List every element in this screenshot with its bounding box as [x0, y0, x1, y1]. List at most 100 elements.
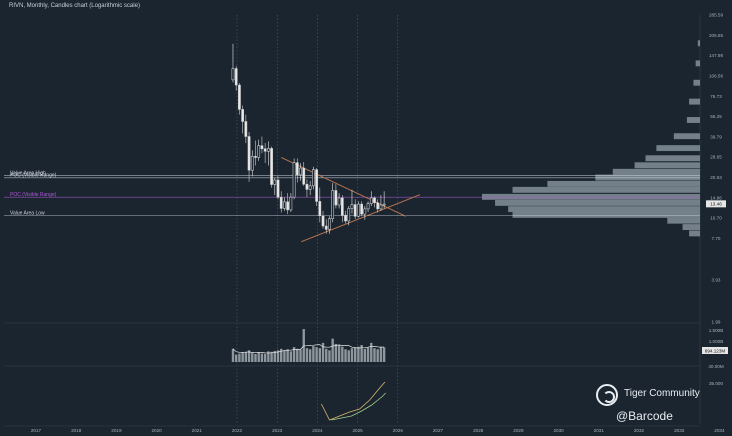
volume-profile-bar	[695, 60, 700, 67]
candle-body	[250, 156, 254, 171]
volume-bar	[267, 351, 270, 362]
x-tick-label: 2023	[272, 428, 283, 433]
candle-body	[231, 68, 235, 81]
candle-body	[283, 201, 286, 209]
candle-body	[263, 148, 267, 152]
candle-body	[302, 167, 306, 185]
candle-body	[257, 145, 261, 158]
level-label: POC (Visible Range)	[10, 173, 57, 179]
volume-profile-bar	[682, 224, 700, 231]
candle-body	[244, 121, 248, 137]
last-price-box	[706, 200, 726, 208]
volume-profile-bar	[645, 155, 700, 162]
volume-bar	[254, 353, 257, 362]
volume-bar	[238, 353, 241, 362]
price-tick-label: 20.63	[710, 175, 722, 180]
x-tick-label: 2032	[634, 428, 645, 433]
watermark-name: Tiger Community	[624, 388, 700, 399]
candle-body	[344, 214, 347, 222]
candle-body	[295, 162, 299, 176]
volume-bar	[331, 338, 334, 362]
price-tick-label: 7.70	[712, 236, 721, 241]
volume-bar	[251, 353, 254, 362]
volume-bar	[353, 347, 357, 362]
chart-title: RIVN, Monthly, Candles chart (Logarithmi…	[9, 3, 140, 9]
volume-bar	[241, 352, 244, 362]
candle-body	[363, 208, 367, 215]
volume-bar	[366, 347, 370, 362]
candle-body	[254, 156, 257, 158]
volume-bar	[334, 343, 338, 362]
volume-bar	[257, 352, 260, 362]
candle-body	[328, 218, 331, 230]
candle-body	[347, 208, 351, 222]
candle-body	[337, 197, 341, 206]
volume-profile-bar	[512, 186, 700, 193]
volume-bar	[370, 342, 373, 362]
x-tick-label: 2026	[393, 428, 404, 433]
price-tick-label: 106.56	[709, 74, 723, 79]
volume-bar	[360, 345, 363, 362]
candle-body	[318, 201, 322, 217]
x-tick-label: 2029	[513, 428, 524, 433]
volume-bar	[382, 347, 386, 362]
candle-body	[360, 203, 363, 215]
x-tick-label: 2022	[232, 428, 243, 433]
candle-body	[321, 215, 325, 227]
volume-profile-bar	[667, 217, 700, 224]
candle-body	[353, 204, 357, 217]
volume-profile-bar	[686, 117, 700, 123]
x-tick-label: 2027	[433, 428, 444, 433]
x-tick-label: 2034	[714, 428, 725, 433]
x-tick-label: 2021	[192, 428, 203, 433]
volume-bar	[347, 350, 350, 362]
volume-bar	[244, 351, 248, 362]
volume-bar	[337, 345, 341, 362]
volume-bar	[231, 348, 235, 362]
trendline	[281, 157, 407, 217]
price-tick-label: 10.70	[710, 216, 722, 221]
volume-tick-label: 1.000B	[709, 339, 724, 344]
watermark-handle: @Barcode	[616, 409, 673, 423]
volume-bar	[312, 346, 315, 362]
volume-profile-bar	[697, 40, 700, 47]
candle-body	[289, 196, 293, 211]
volume-profile-bar	[512, 211, 700, 218]
candle-body	[366, 203, 370, 210]
candle-body	[279, 196, 283, 209]
x-tick-label: 2017	[31, 428, 42, 433]
price-tick-label: 205.55	[709, 33, 723, 38]
candle-body	[350, 204, 354, 209]
candle-body	[267, 148, 270, 152]
price-tick-label: 76.73	[710, 94, 722, 99]
volume-bar	[344, 349, 347, 362]
candle-body	[260, 145, 264, 150]
volume-bar	[341, 346, 344, 362]
candle-body	[292, 162, 296, 198]
x-tick-label: 2031	[594, 428, 605, 433]
volume-bar	[363, 348, 367, 362]
volume-bar	[308, 349, 312, 362]
volume-bar	[270, 351, 273, 362]
price-tick-label: 28.65	[710, 155, 722, 160]
volume-bar	[350, 348, 354, 362]
volume-bar	[328, 350, 331, 362]
volume-bar	[302, 329, 305, 362]
candle-body	[299, 167, 302, 176]
candle-body	[382, 203, 386, 206]
volume-tick-label: 1.500B	[709, 328, 724, 333]
volume-profile-bar	[689, 230, 700, 237]
volume-value-label: 694.123M	[705, 348, 726, 353]
x-tick-label: 2024	[312, 428, 323, 433]
x-tick-label: 2030	[553, 428, 564, 433]
candle-body	[331, 190, 335, 219]
volume-bar	[289, 351, 293, 362]
candle-body	[241, 109, 244, 122]
candle-body	[273, 179, 277, 185]
price-tick-label: 14.86	[710, 195, 722, 200]
candle-body	[315, 169, 318, 202]
volume-bar	[286, 349, 289, 362]
candle-body	[376, 202, 380, 210]
x-tick-label: 2020	[151, 428, 162, 433]
